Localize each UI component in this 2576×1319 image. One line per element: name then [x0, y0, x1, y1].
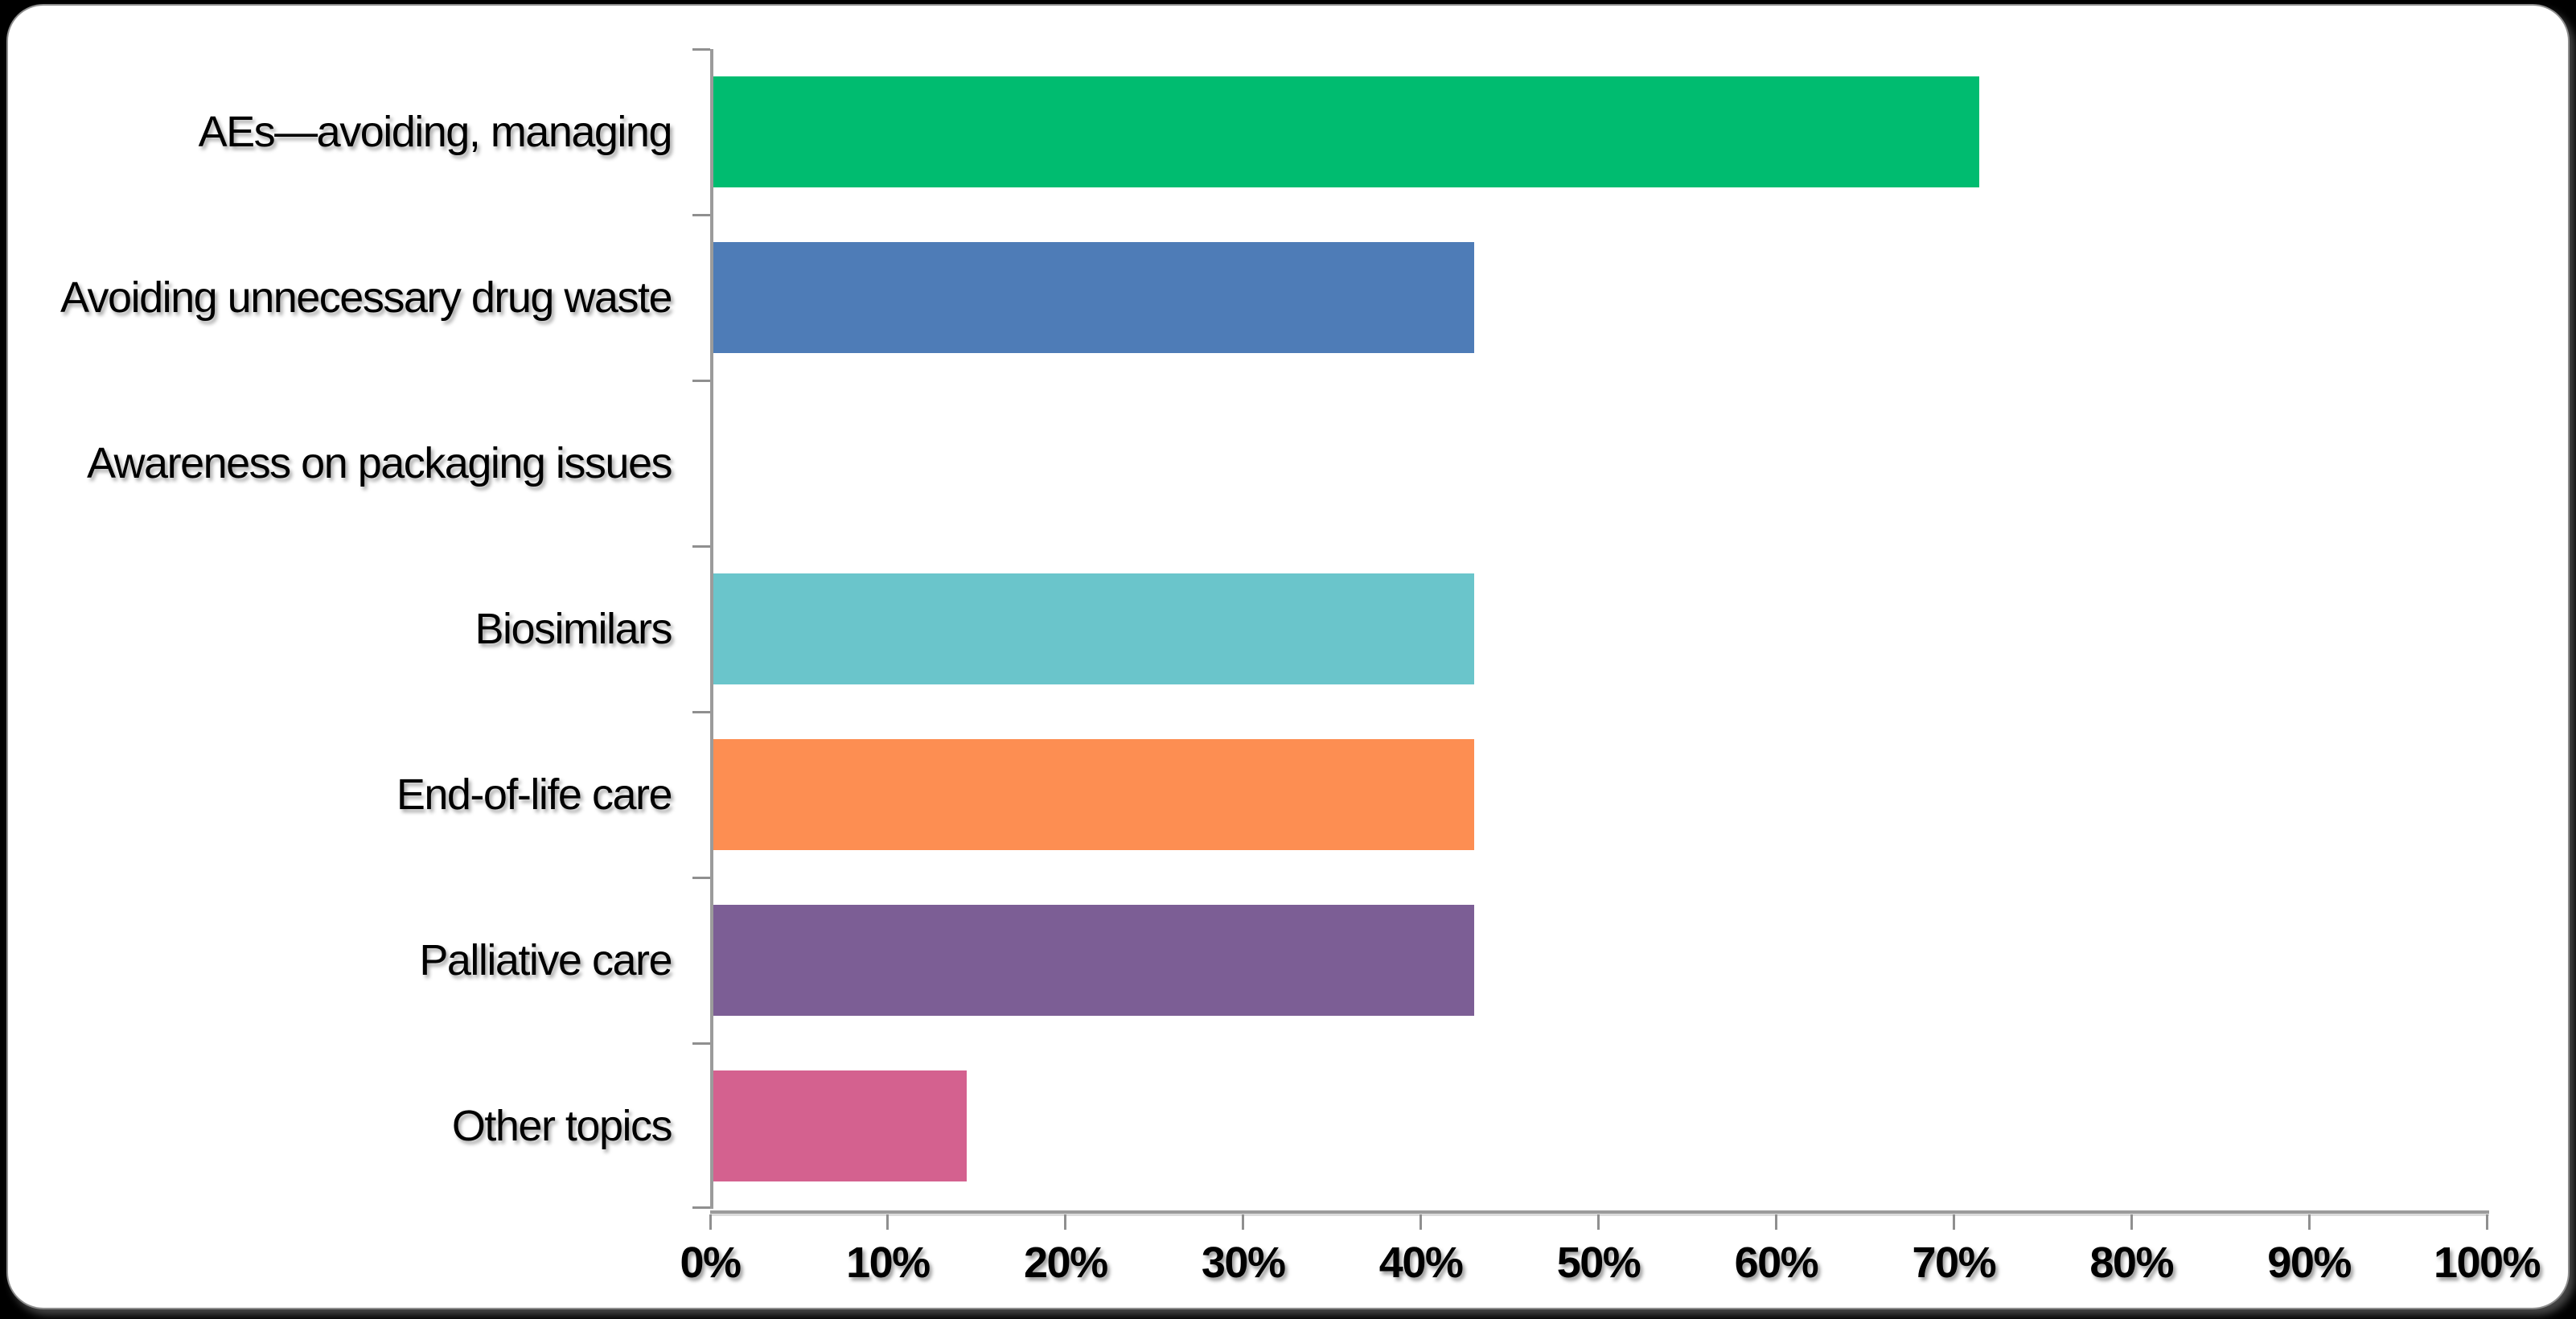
- y-axis-tick-mark: [692, 379, 710, 382]
- category-label: AEs—avoiding, managing: [198, 108, 673, 156]
- x-axis-tick-mark: [886, 1214, 889, 1230]
- bar: [713, 905, 1474, 1016]
- x-axis-tick-label: 50%: [1556, 1239, 1641, 1287]
- x-axis-tick-label: 100%: [2433, 1239, 2541, 1287]
- bar-row: [713, 1043, 2487, 1209]
- x-axis-line: [710, 1210, 2489, 1216]
- plot-area: [692, 48, 2487, 1209]
- chart-card: AEs—avoiding, managing Avoiding unnecessa…: [6, 4, 2570, 1309]
- x-axis-tick-label: 20%: [1024, 1239, 1108, 1287]
- category-label: Palliative care: [419, 936, 672, 984]
- bar: [713, 1070, 968, 1181]
- bar-row: [713, 49, 2487, 215]
- x-axis-tick-mark: [2307, 1214, 2311, 1230]
- y-axis-tick-mark: [692, 213, 710, 216]
- x-axis-tick-mark: [1952, 1214, 1955, 1230]
- x-axis-tick-mark: [2130, 1214, 2133, 1230]
- y-axis-tick-mark: [692, 48, 710, 51]
- x-axis-tick-mark: [1419, 1214, 1423, 1230]
- x-axis-tick-marks: [709, 1214, 2488, 1232]
- bar-row: [713, 712, 2487, 877]
- x-axis-tick-label: 10%: [846, 1239, 931, 1287]
- category-label: End-of-life care: [396, 770, 673, 819]
- x-axis-tick-label: 30%: [1201, 1239, 1286, 1287]
- y-axis-tick-mark: [692, 1206, 710, 1209]
- category-label: Biosimilars: [475, 605, 672, 653]
- y-axis-tick-mark: [692, 877, 710, 879]
- x-axis-tick-label: 90%: [2267, 1239, 2352, 1287]
- bar: [713, 739, 1474, 850]
- y-axis-tick-mark: [692, 1042, 710, 1045]
- x-axis-tick-label: 0%: [680, 1239, 742, 1287]
- x-axis-tick-label: 60%: [1734, 1239, 1819, 1287]
- x-axis-tick-mark: [2485, 1214, 2488, 1230]
- x-axis-tick-mark: [1774, 1214, 1777, 1230]
- x-axis-tick-mark: [1064, 1214, 1067, 1230]
- x-axis-tick-mark: [1597, 1214, 1600, 1230]
- y-axis-tick-mark: [692, 710, 710, 713]
- y-axis-tick-mark: [692, 545, 710, 548]
- bar-row: [713, 380, 2487, 546]
- bar: [713, 573, 1474, 684]
- x-axis-tick-label: 80%: [2089, 1239, 2174, 1287]
- category-axis-labels: AEs—avoiding, managing Avoiding unnecessa…: [32, 49, 673, 1209]
- bar-row: [713, 546, 2487, 712]
- bar: [713, 242, 1474, 353]
- category-label: Avoiding unnecessary drug waste: [60, 273, 673, 322]
- bar-row: [713, 215, 2487, 380]
- bar-row: [713, 877, 2487, 1043]
- x-axis-tick-mark: [1242, 1214, 1245, 1230]
- bar: [713, 76, 1980, 187]
- x-axis-tick-label: 40%: [1378, 1239, 1464, 1287]
- category-label: Other topics: [451, 1102, 673, 1150]
- x-axis-tick-mark: [709, 1214, 712, 1230]
- category-label: Awareness on packaging issues: [87, 439, 672, 487]
- x-axis-tick-label: 70%: [1912, 1239, 1997, 1287]
- x-axis-tick-labels: 0% 10% 20% 30% 40% 50% 60% 70% 80% 90% 100%: [680, 1238, 2541, 1289]
